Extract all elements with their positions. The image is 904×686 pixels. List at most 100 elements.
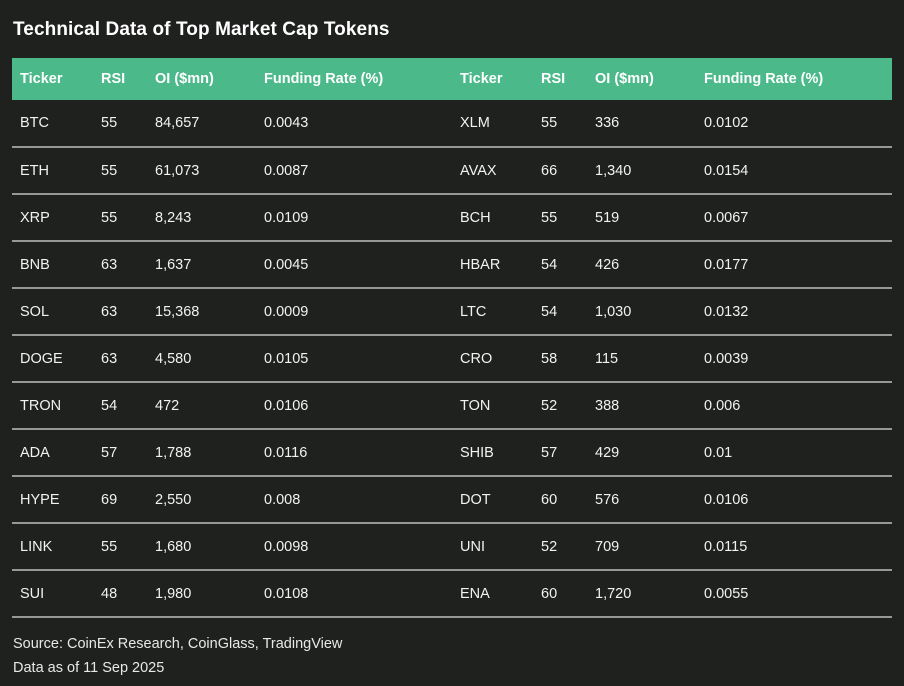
cell-ticker: HBAR — [460, 256, 501, 273]
cell-oi: 429 — [595, 444, 620, 461]
cell-funding: 0.0108 — [264, 585, 309, 602]
cell-funding: 0.0043 — [264, 115, 309, 131]
cell-rsi: 60 — [541, 491, 558, 508]
cell-oi: 1,980 — [155, 585, 192, 602]
cell-funding: 0.0116 — [264, 444, 308, 461]
cell-rsi: 48 — [101, 585, 118, 602]
cell-funding: 0.0055 — [704, 585, 749, 602]
cell-oi: 8,243 — [155, 209, 192, 226]
cell-rsi: 55 — [101, 162, 118, 179]
cell-funding: 0.0102 — [704, 115, 749, 131]
cell-oi: 115 — [595, 350, 619, 367]
cell-oi: 1,340 — [595, 162, 632, 179]
header-oi-left: OI ($mn) — [155, 71, 214, 87]
cell-rsi: 66 — [541, 162, 558, 179]
table-header-row: Ticker RSI OI ($mn) Funding Rate (%) Tic… — [12, 58, 892, 100]
cell-oi: 4,580 — [155, 350, 192, 367]
cell-ticker: XLM — [460, 115, 490, 131]
table-row: XRP 55 8,243 0.0109 BCH 55 519 0.0067 — [12, 194, 892, 241]
cell-funding: 0.0132 — [704, 303, 749, 320]
cell-funding: 0.0115 — [704, 538, 748, 555]
cell-oi: 426 — [595, 256, 620, 273]
cell-rsi: 52 — [541, 397, 558, 414]
table-row: SOL 63 15,368 0.0009 LTC 54 1,030 0.0132 — [12, 288, 892, 335]
cell-oi: 2,550 — [155, 491, 192, 508]
cell-ticker: UNI — [460, 538, 485, 555]
table-row: SUI 48 1,980 0.0108 ENA 60 1,720 0.0055 — [12, 570, 892, 617]
cell-funding: 0.0105 — [264, 350, 309, 367]
cell-oi: 388 — [595, 397, 620, 414]
cell-oi: 1,720 — [595, 585, 632, 602]
cell-ticker: ENA — [460, 585, 490, 602]
as-of-line: Data as of 11 Sep 2025 — [13, 660, 165, 676]
cell-rsi: 63 — [101, 350, 118, 367]
cell-ticker: DOT — [460, 491, 491, 508]
cell-funding: 0.0098 — [264, 538, 309, 555]
table-row: HYPE 69 2,550 0.008 DOT 60 576 0.0106 — [12, 476, 892, 523]
cell-ticker: HYPE — [20, 491, 60, 508]
cell-ticker: XRP — [20, 209, 50, 226]
cell-funding: 0.0067 — [704, 209, 749, 226]
cell-oi: 519 — [595, 209, 620, 226]
header-rsi-right: RSI — [541, 71, 566, 87]
cell-funding: 0.006 — [704, 397, 741, 414]
cell-oi: 1,788 — [155, 444, 192, 461]
cell-rsi: 57 — [101, 444, 118, 461]
cell-funding: 0.0039 — [704, 350, 749, 367]
source-line: Source: CoinEx Research, CoinGlass, Trad… — [13, 636, 343, 652]
cell-oi: 84,657 — [155, 115, 200, 131]
cell-funding: 0.0109 — [264, 209, 309, 226]
cell-rsi: 60 — [541, 585, 558, 602]
cell-funding: 0.0154 — [704, 162, 749, 179]
cell-oi: 1,680 — [155, 538, 192, 555]
table-row: ADA 57 1,788 0.0116 SHIB 57 429 0.01 — [12, 429, 892, 476]
header-funding-left: Funding Rate (%) — [264, 71, 384, 87]
cell-rsi: 55 — [101, 538, 118, 555]
footer: Source: CoinEx Research, CoinGlass, Trad… — [13, 632, 892, 680]
cell-funding: 0.01 — [704, 444, 733, 461]
token-technical-table: Ticker RSI OI ($mn) Funding Rate (%) Tic… — [12, 58, 892, 618]
cell-ticker: TON — [460, 397, 491, 414]
header-ticker-right: Ticker — [460, 71, 503, 87]
header-oi-right: OI ($mn) — [595, 71, 654, 87]
cell-rsi: 54 — [541, 303, 558, 320]
cell-rsi: 55 — [541, 115, 558, 131]
cell-ticker: AVAX — [460, 162, 497, 179]
cell-rsi: 63 — [101, 303, 118, 320]
cell-oi: 709 — [595, 538, 620, 555]
cell-rsi: 52 — [541, 538, 558, 555]
cell-oi: 15,368 — [155, 303, 200, 320]
cell-oi: 61,073 — [155, 162, 200, 179]
cell-ticker: BNB — [20, 256, 50, 273]
table-row: LINK 55 1,680 0.0098 UNI 52 709 0.0115 — [12, 523, 892, 570]
cell-funding: 0.0177 — [704, 256, 749, 273]
cell-ticker: BTC — [20, 115, 49, 131]
cell-rsi: 58 — [541, 350, 558, 367]
cell-oi: 1,030 — [595, 303, 632, 320]
table-row: BTC 55 84,657 0.0043 XLM 55 336 0.0102 — [12, 100, 892, 147]
table-row: BNB 63 1,637 0.0045 HBAR 54 426 0.0177 — [12, 241, 892, 288]
cell-rsi: 63 — [101, 256, 118, 273]
cell-oi: 576 — [595, 491, 620, 508]
table-row: ETH 55 61,073 0.0087 AVAX 66 1,340 0.015… — [12, 147, 892, 194]
cell-ticker: ADA — [20, 444, 50, 461]
table-row: TRON 54 472 0.0106 TON 52 388 0.006 — [12, 382, 892, 429]
cell-ticker: SOL — [20, 303, 50, 320]
cell-ticker: LINK — [20, 538, 53, 555]
table-row: DOGE 63 4,580 0.0105 CRO 58 115 0.0039 — [12, 335, 892, 382]
cell-funding: 0.0009 — [264, 303, 309, 320]
header-ticker-left: Ticker — [20, 71, 63, 87]
cell-ticker: SHIB — [460, 444, 494, 461]
cell-ticker: DOGE — [20, 350, 63, 367]
cell-oi: 336 — [595, 115, 620, 131]
cell-ticker: LTC — [460, 303, 487, 320]
cell-rsi: 69 — [101, 491, 118, 508]
cell-oi: 1,637 — [155, 256, 192, 273]
cell-rsi: 54 — [541, 256, 558, 273]
cell-oi: 472 — [155, 397, 180, 414]
cell-rsi: 54 — [101, 397, 118, 414]
cell-ticker: ETH — [20, 162, 49, 179]
cell-funding: 0.008 — [264, 491, 301, 508]
cell-rsi: 55 — [101, 209, 118, 226]
